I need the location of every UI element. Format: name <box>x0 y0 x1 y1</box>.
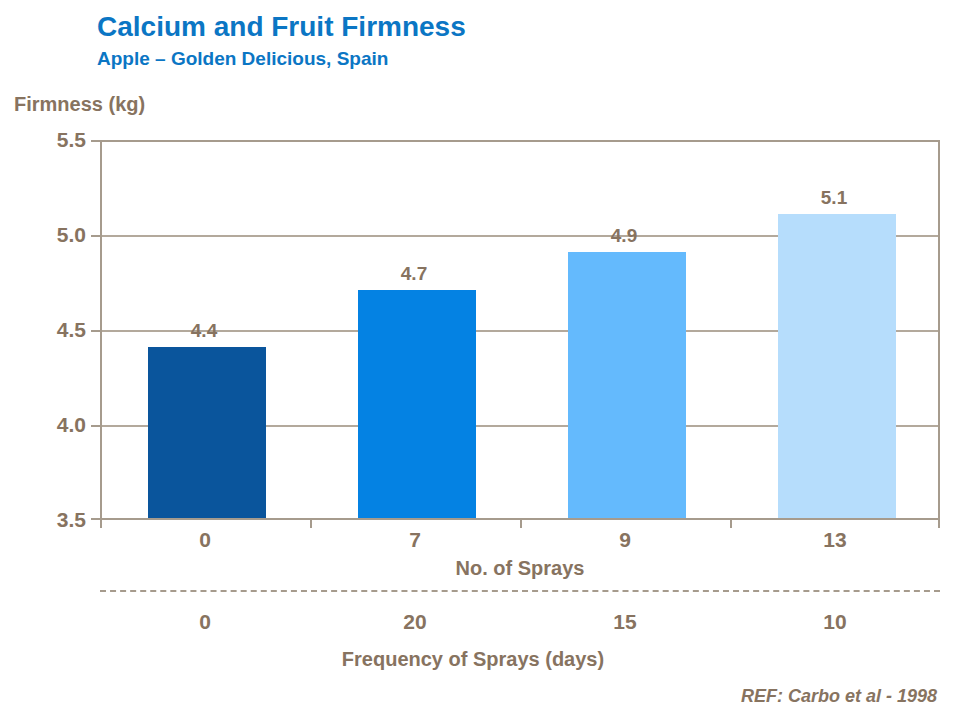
bar <box>358 290 476 518</box>
y-tick-label: 3.5 <box>0 509 86 531</box>
y-tick-label: 5.5 <box>0 129 86 151</box>
dashed-separator-line <box>100 590 940 592</box>
bar-value-label: 5.1 <box>774 187 894 209</box>
y-tick-mark <box>91 518 100 520</box>
reference-citation: REF: Carbo et al - 1998 <box>500 686 937 707</box>
x-category-label: 20 <box>310 610 520 634</box>
x-category-label: 0 <box>100 610 310 634</box>
x-category-label: 13 <box>730 528 940 552</box>
x-category-label: 15 <box>520 610 730 634</box>
x-tick-mark <box>730 520 732 528</box>
chart-subtitle: Apple – Golden Delicious, Spain <box>97 48 388 70</box>
x-tick-mark <box>520 520 522 528</box>
y-tick-mark <box>91 330 100 332</box>
bar-value-label: 4.4 <box>144 320 264 342</box>
x-category-label: 10 <box>730 610 940 634</box>
bar-value-label: 4.9 <box>564 225 684 247</box>
x-axis-row1-title: No. of Sprays <box>100 557 940 580</box>
bar <box>568 252 686 518</box>
x-tick-mark <box>100 520 102 528</box>
y-axis-title: Firmness (kg) <box>14 93 145 116</box>
slide: Calcium and Fruit Firmness Apple – Golde… <box>0 0 960 720</box>
y-tick-label: 4.0 <box>0 414 86 436</box>
y-tick-label: 4.5 <box>0 319 86 341</box>
x-axis-row2-title: Frequency of Sprays (days) <box>100 648 846 671</box>
x-tick-mark <box>938 520 940 528</box>
y-tick-mark <box>91 235 100 237</box>
x-category-label: 0 <box>100 528 310 552</box>
bar-value-label: 4.7 <box>354 263 474 285</box>
bar <box>778 214 896 518</box>
y-tick-label: 5.0 <box>0 224 86 246</box>
bar <box>148 347 266 518</box>
chart-title: Calcium and Fruit Firmness <box>97 11 466 43</box>
x-category-label: 9 <box>520 528 730 552</box>
x-tick-mark <box>310 520 312 528</box>
x-category-label: 7 <box>310 528 520 552</box>
y-tick-mark <box>91 140 100 142</box>
y-tick-mark <box>91 425 100 427</box>
